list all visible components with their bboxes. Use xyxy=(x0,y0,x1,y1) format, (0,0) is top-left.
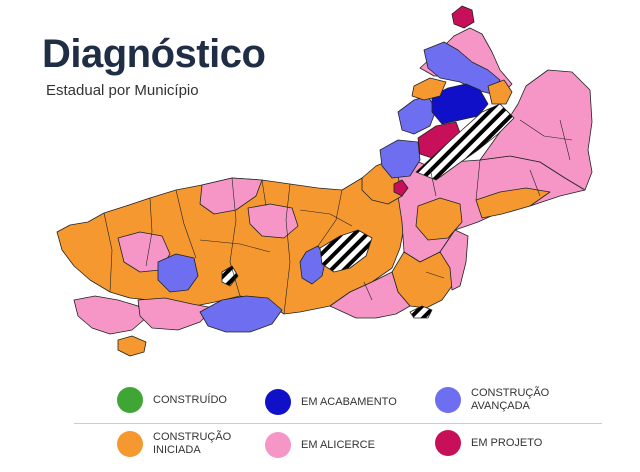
legend-swatch-em-projeto xyxy=(435,430,461,456)
region-em-alicerce-coast-south xyxy=(137,297,215,331)
legend-label-em-projeto: EM PROJETO xyxy=(471,436,543,449)
region-construcao-avancada-bay xyxy=(199,295,283,333)
legend-item-construcao-avancada: CONSTRUÇÃO AVANÇADA xyxy=(435,387,549,413)
legend-item-construido: CONSTRUÍDO xyxy=(117,387,227,413)
legend-item-em-acabamento: EM ACABAMENTO xyxy=(265,389,397,415)
legend-swatch-em-alicerce xyxy=(265,432,291,458)
legend-item-em-alicerce: EM ALICERCE xyxy=(265,432,375,458)
region-em-projeto-small xyxy=(393,179,409,197)
region-construcao-iniciada-north-east xyxy=(487,79,513,105)
region-em-alicerce-north xyxy=(479,69,593,191)
region-no-data-central xyxy=(319,229,373,273)
region-no-data-coast xyxy=(409,305,433,319)
legend-divider xyxy=(74,423,602,424)
map-subtitle: Estadual por Município xyxy=(46,82,199,99)
legend-swatch-em-acabamento xyxy=(265,389,291,415)
region-em-acabamento xyxy=(431,83,489,125)
region-em-projeto-top xyxy=(451,5,475,29)
legend-label-construcao-iniciada: CONSTRUÇÃO INICIADA xyxy=(153,431,232,456)
region-construcao-avancada-central xyxy=(299,245,327,285)
legend-label-em-acabamento: EM ACABAMENTO xyxy=(301,395,397,408)
legend-label-construido: CONSTRUÍDO xyxy=(153,393,227,406)
region-em-alicerce-west-north xyxy=(199,177,263,215)
municipality-borders xyxy=(103,119,573,315)
region-construcao-iniciada-east-coast xyxy=(475,187,551,219)
legend-item-em-projeto: EM PROJETO xyxy=(435,430,542,456)
legend-label-em-alicerce: EM ALICERCE xyxy=(301,438,375,451)
legend-item-construcao-iniciada: CONSTRUÇÃO INICIADA xyxy=(117,431,231,457)
region-construcao-iniciada-islet xyxy=(117,335,147,357)
state-municipality-map xyxy=(56,5,593,357)
legend-swatch-construido xyxy=(117,387,143,413)
legend-swatch-construcao-iniciada xyxy=(117,431,143,457)
region-construcao-iniciada-north xyxy=(411,77,447,101)
legend-label-construcao-avancada: CONSTRUÇÃO AVANÇADA xyxy=(471,387,550,412)
region-no-data-west xyxy=(221,265,239,287)
map-title: Diagnóstico xyxy=(42,32,266,76)
region-em-alicerce-west-valley xyxy=(247,203,299,239)
region-construcao-avancada-itaperuna xyxy=(397,95,437,135)
region-em-alicerce-coast-west xyxy=(73,295,147,335)
region-construcao-avancada-northwest xyxy=(379,139,421,179)
region-construcao-avancada-west xyxy=(157,253,199,293)
legend-swatch-construcao-avancada xyxy=(435,387,461,413)
region-em-alicerce-cabo xyxy=(439,229,469,291)
region-no-data-north xyxy=(415,103,515,181)
